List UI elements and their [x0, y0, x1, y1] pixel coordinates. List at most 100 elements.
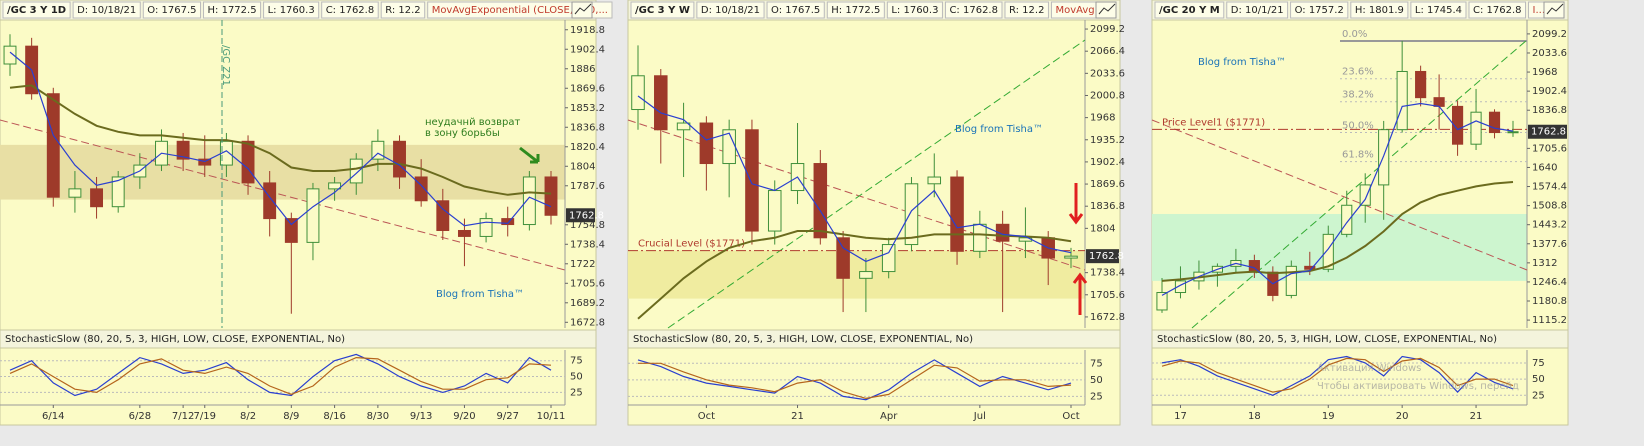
trendline: [0, 119, 566, 271]
header-field-box: [263, 1, 320, 19]
candle-body: [904, 183, 919, 246]
candle-body: [371, 140, 385, 160]
x-tick-label: 8/2: [240, 411, 256, 422]
candle-body: [1415, 70, 1427, 99]
y-tick-label: 1312: [1532, 258, 1557, 269]
y-tick-label: 1918.8: [570, 25, 605, 36]
y-tick-label: 75: [570, 356, 583, 367]
header-field: L: 1760.3: [891, 5, 938, 16]
y-tick-label: 1902.4: [570, 44, 605, 55]
header-field: R: 12.2: [1009, 5, 1044, 16]
moving-average: [637, 230, 1072, 320]
candle-body: [1451, 105, 1464, 145]
moving-average: [1161, 102, 1514, 296]
y-tick-label: 1738.4: [570, 239, 605, 250]
y-tick-label: 2099.2: [1090, 24, 1125, 35]
y-tick-label: 1246.4: [1532, 277, 1567, 288]
header-field: /GC 20 Y M: [1159, 5, 1220, 16]
y-tick-label: 1377.6: [1532, 239, 1567, 250]
moving-average: [9, 84, 552, 196]
panel-bg: [627, 0, 1121, 426]
stochastic-line: [9, 353, 552, 397]
candle-body: [306, 188, 320, 243]
header-field: D: 10/18/21: [77, 5, 136, 16]
x-tick-label: 10/11: [537, 411, 566, 422]
header-field: C: 1762.8: [326, 5, 375, 16]
x-tick-label: Oct: [698, 411, 715, 422]
header-field-box: [1290, 1, 1349, 19]
candle-body: [654, 75, 668, 131]
y-tick-label: 1722: [570, 259, 595, 270]
candle-body: [676, 122, 691, 131]
annotation: Blog from Tisha™: [436, 289, 524, 300]
annotation: в зону борьбы: [425, 128, 500, 139]
y-tick-label: 2033.6: [1090, 68, 1125, 79]
y-tick-label: 25: [1532, 390, 1545, 401]
watermark: Чтобы активировать Windows, перейд: [1317, 381, 1519, 392]
candle-body: [501, 218, 515, 226]
header-field-box: [630, 1, 695, 19]
candle-body: [198, 158, 212, 166]
header-field: O: 1767.5: [147, 5, 196, 16]
annotation: неудачнй возврат: [425, 117, 520, 128]
candle-body: [284, 218, 298, 243]
y-tick-label: 2099.2: [1532, 29, 1567, 40]
icon: [1098, 3, 1116, 15]
candle-body: [1174, 280, 1187, 294]
header-field: D: 10/1/21: [1231, 5, 1284, 16]
y-tick-label: 1869.6: [570, 83, 605, 94]
y-tick-label: 1935.2: [1090, 135, 1125, 146]
y-tick-label: 1804: [1090, 223, 1115, 234]
arrow: [519, 146, 540, 164]
candle-body: [46, 93, 60, 198]
header-field-box: [826, 1, 885, 19]
header-field-box: [1350, 1, 1409, 19]
y-tick-label: 75: [1532, 358, 1545, 369]
x-tick-label: 18: [1248, 411, 1261, 422]
x-tick-label: Jul: [973, 411, 986, 422]
y-tick-label: 1115.2: [1532, 315, 1567, 326]
candle-body: [973, 223, 987, 252]
candle-body: [836, 237, 850, 279]
level-label: Price Level1 ($1771): [1162, 117, 1265, 128]
y-tick-label: 50: [570, 372, 583, 383]
y-tick-label: 25: [1090, 391, 1103, 402]
x-tick-label: 6/14: [42, 411, 64, 422]
y-tick-label: 1902.4: [1090, 157, 1125, 168]
header-field: H: 1772.5: [208, 5, 257, 16]
last-price: 1762.8: [1531, 127, 1566, 138]
header-field: C: 1762.8: [949, 5, 998, 16]
candle-body: [436, 200, 450, 231]
x-tick-label: 9/13: [410, 411, 432, 422]
candle-body: [349, 158, 363, 184]
arrow: [1072, 272, 1088, 315]
y-tick-label: 1705.6: [1090, 290, 1125, 301]
candle-body: [241, 140, 255, 184]
candle-body: [1064, 255, 1078, 259]
candle-body: [1156, 292, 1168, 311]
x-tick-label: 17: [1174, 411, 1187, 422]
candle-body: [1285, 265, 1297, 296]
last-price-box: [1528, 124, 1567, 139]
y-tick-label: 1640: [1532, 162, 1557, 173]
candle-body: [699, 122, 714, 165]
x-tick-label: Oct: [1062, 411, 1079, 422]
y-tick-label: 75: [1090, 358, 1103, 369]
y-tick-label: 1902.4: [1532, 86, 1567, 97]
y-tick-label: 1689.2: [570, 298, 605, 309]
y-tick-label: 1574.4: [1532, 182, 1567, 193]
candle-body: [881, 244, 896, 273]
y-tick-label: 1672.8: [1090, 312, 1125, 323]
y-tick-label: 1968: [1532, 67, 1557, 78]
candle-body: [68, 188, 82, 198]
header-field: H: 1801.9: [1355, 5, 1404, 16]
level-label: Crucial Level ($1771): [638, 239, 745, 250]
y-tick-label: 1820.4: [570, 142, 605, 153]
candle-body: [544, 176, 558, 216]
header-field: D: 10/18/21: [701, 5, 760, 16]
study-title-bar: [1151, 329, 1569, 349]
last-price-box: [1086, 249, 1119, 264]
candle-body: [479, 218, 493, 237]
x-tick-label: Apr: [880, 411, 898, 422]
